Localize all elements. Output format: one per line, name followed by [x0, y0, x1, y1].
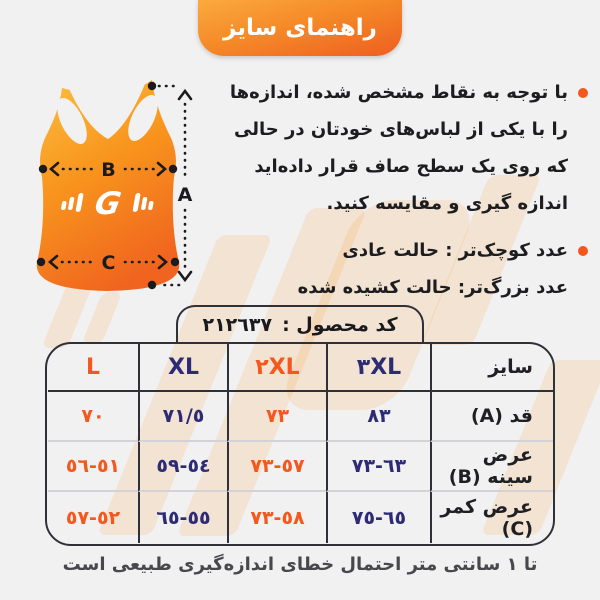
- col-header-2xl: ٢XL: [227, 344, 326, 392]
- measurement-error-note: تا ١ سانتی متر احتمال خطای اندازه‌گیری ط…: [62, 554, 538, 575]
- chest-3xl: ٦٣-٧٣: [326, 442, 430, 492]
- chest-2xl: ٥٧-٧٣: [227, 442, 326, 492]
- bullet-dot: [578, 87, 588, 98]
- watermark-stripe: [81, 292, 123, 344]
- number-notes: عدد کوچک‌تر : حالت عادی عدد بزرگ‌تر: حال…: [298, 232, 588, 306]
- chest-l: ٥١-٥٦: [48, 442, 138, 492]
- instruction-text: را با یکی از لباس‌های خودتان در حالی: [233, 119, 568, 140]
- height-2xl: ٧٣: [227, 392, 326, 442]
- note-text: عدد بزرگ‌تر: حالت کشیده شده: [297, 277, 568, 298]
- instruction-text: که روی یک سطح صاف قرار داده‌اید: [254, 156, 568, 177]
- note-text: عدد کوچک‌تر : حالت عادی: [342, 240, 568, 261]
- row-label-height: قد (A): [430, 392, 553, 442]
- page-title-label: راهنمای سایز: [223, 15, 377, 41]
- measure-c-label: C: [102, 252, 116, 274]
- height-3xl: ٨٣: [326, 392, 430, 442]
- measure-a-label: A: [178, 184, 193, 206]
- product-code-tab: کد محصول : ٢١٢٦٣٧: [176, 305, 424, 342]
- tank-top-svg: G B C A: [36, 79, 193, 291]
- size-table: سایز ٣XL ٢XL XL L قد (A) ٨٣ ٧٣ ٧١/٥ ٧٠ ع…: [45, 342, 555, 546]
- measure-a-arrow: [157, 84, 193, 287]
- waist-3xl: ٦٥-٧٥: [326, 492, 430, 543]
- row-label-chest: عرض سینه (B): [430, 442, 553, 492]
- measure-a-top-dot: [147, 81, 157, 91]
- col-header-3xl: ٣XL: [326, 344, 430, 392]
- measure-a-bottom-dot: [147, 280, 157, 290]
- tank-top-illustration: G B C A: [32, 74, 242, 296]
- measure-b-label: B: [101, 159, 115, 181]
- size-table-corner: سایز: [430, 344, 553, 392]
- smaller-number-note: عدد کوچک‌تر : حالت عادی: [298, 232, 588, 269]
- measure-b-right-dot: [168, 164, 178, 174]
- height-xl: ٧١/٥: [138, 392, 227, 442]
- measure-c-right-dot: [170, 257, 180, 267]
- waist-2xl: ٥٨-٧٣: [227, 492, 326, 543]
- col-header-xl: XL: [138, 344, 227, 392]
- neck-cutout: [67, 79, 147, 139]
- instruction-line: اندازه گیری و مقایسه کنید.: [230, 185, 588, 222]
- left-armhole-cutout: [57, 98, 87, 144]
- instruction-text: اندازه گیری و مقایسه کنید.: [326, 193, 569, 214]
- measure-b-arrow: [49, 161, 167, 177]
- bullet-dot: [578, 245, 588, 256]
- measure-c-left-dot: [36, 257, 46, 267]
- larger-number-note: عدد بزرگ‌تر: حالت کشیده شده: [298, 269, 588, 306]
- height-l: ٧٠: [48, 392, 138, 442]
- instruction-line: که روی یک سطح صاف قرار داده‌اید: [230, 148, 588, 185]
- instructions-paragraph: با توجه به نقاط مشخص شده، اندازه‌ها را ب…: [230, 74, 588, 222]
- product-code-label: کد محصول :: [282, 313, 398, 336]
- chest-xl: ٥٤-٥٩: [138, 442, 227, 492]
- waist-l: ٥٢-٥٧: [65, 506, 121, 529]
- instruction-line: با توجه به نقاط مشخص شده، اندازه‌ها: [230, 74, 588, 111]
- row-label-waist: عرض کمر (C): [430, 492, 553, 543]
- instruction-line: را با یکی از لباس‌های خودتان در حالی: [230, 111, 588, 148]
- logo-letter: G: [92, 186, 124, 222]
- gym-logo-icon: G: [61, 186, 154, 222]
- measure-c-arrow: [48, 254, 168, 270]
- instruction-text: با توجه به نقاط مشخص شده، اندازه‌ها: [229, 82, 568, 103]
- product-code-value: ٢١٢٦٣٧: [202, 313, 273, 336]
- col-header-l: L: [48, 344, 138, 392]
- page-title: راهنمای سایز: [198, 0, 402, 56]
- waist-xl: ٥٥-٦٥: [138, 492, 227, 543]
- right-armhole-cutout: [128, 95, 158, 141]
- measure-b-left-dot: [38, 164, 48, 174]
